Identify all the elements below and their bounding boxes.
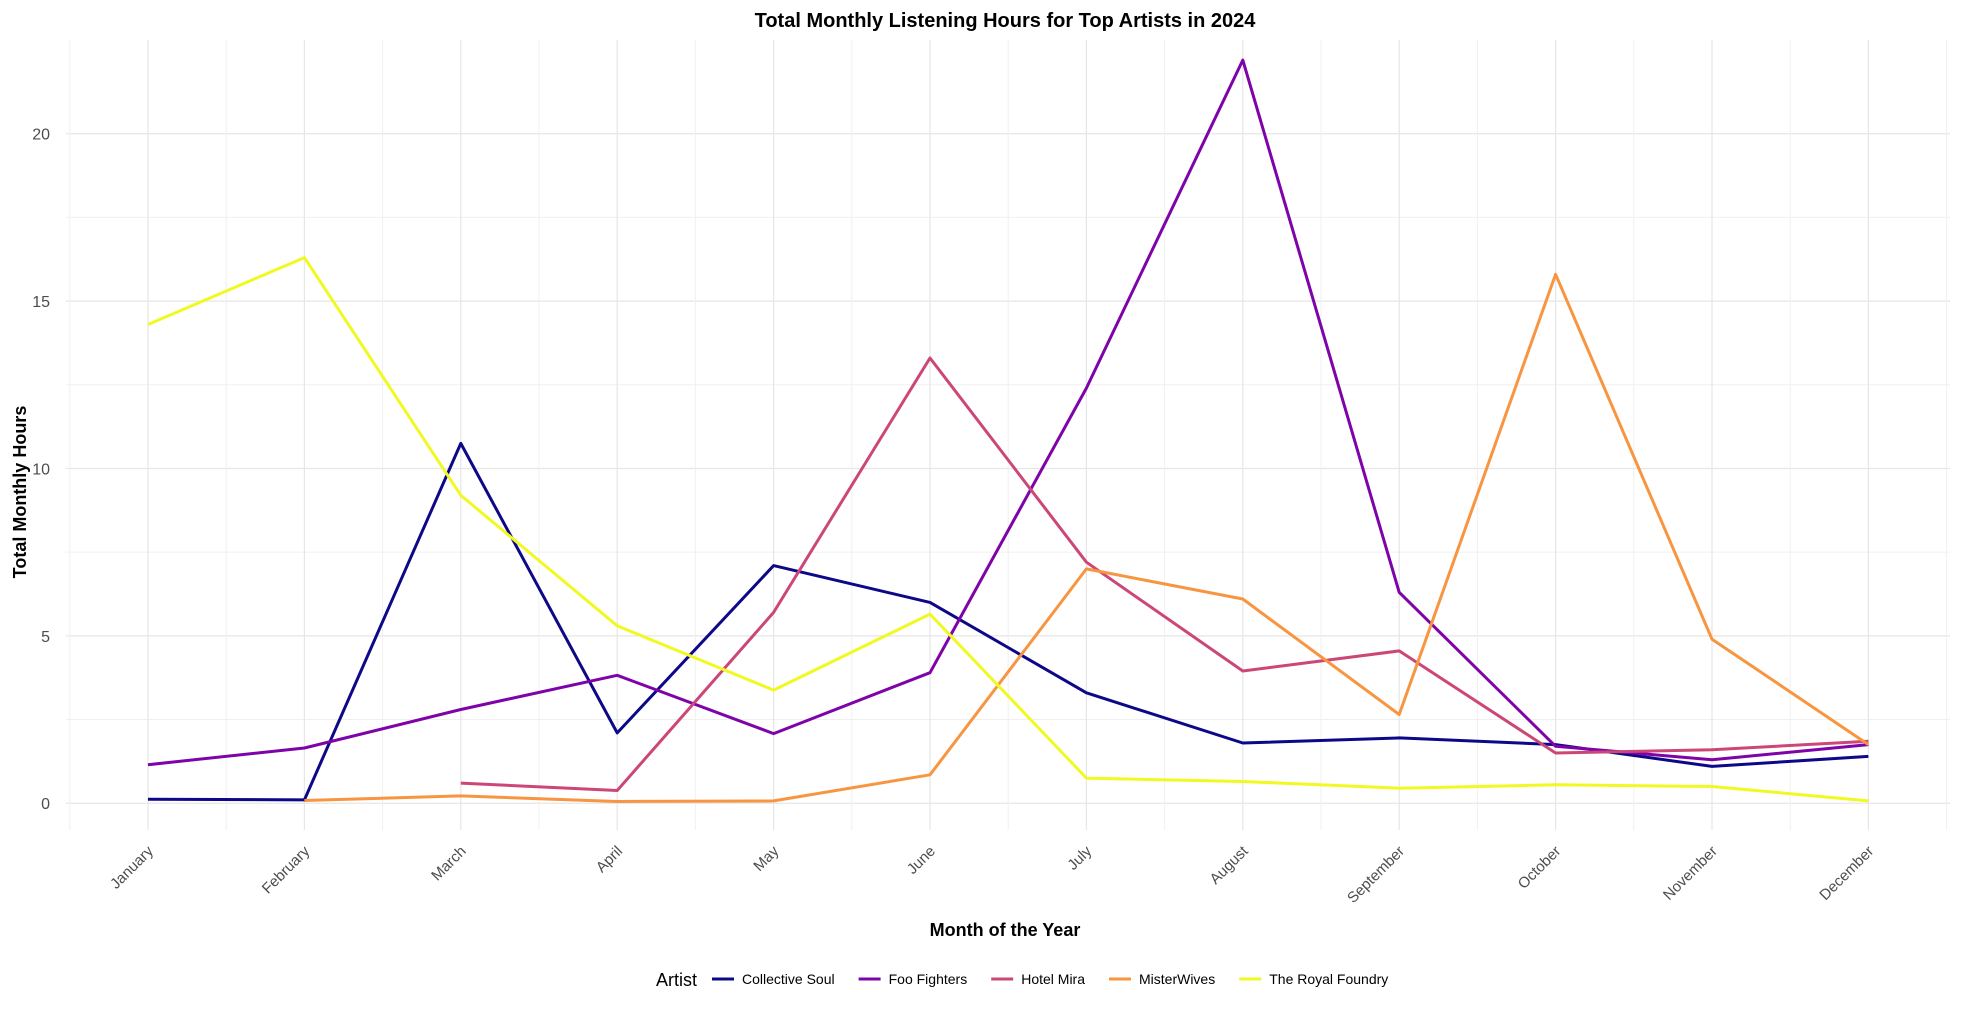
- x-tick-label: June: [904, 843, 939, 878]
- legend-item-label: Collective Soul: [742, 971, 835, 987]
- legend-item-label: Foo Fighters: [889, 971, 968, 987]
- legend-item-label: Hotel Mira: [1021, 971, 1085, 987]
- y-tick-label: 5: [41, 629, 50, 646]
- series-line-hotel-mira: [460, 356, 1869, 792]
- x-tick-label: August: [1207, 842, 1253, 888]
- y-tick-label: 20: [32, 127, 50, 144]
- x-axis-label: Month of the Year: [930, 920, 1081, 940]
- x-tick-label: December: [1816, 843, 1877, 904]
- x-tick-label: May: [750, 842, 782, 874]
- series-line-foo-fighters: [147, 58, 1869, 767]
- y-tick-label: 15: [32, 294, 50, 311]
- legend: Artist Collective Soul Foo Fighters Hotel M…: [656, 970, 1388, 990]
- x-tick-label: November: [1660, 843, 1721, 904]
- y-tick-label: 10: [32, 461, 50, 478]
- series-layer: [147, 58, 1870, 803]
- legend-item-label: The Royal Foundry: [1269, 971, 1388, 987]
- grid-lines: [66, 40, 1950, 830]
- x-tick-label: September: [1344, 843, 1408, 907]
- series-line-the-royal-foundry: [147, 256, 1869, 803]
- legend-item-label: MisterWives: [1139, 971, 1215, 987]
- y-axis-label: Total Monthly Hours: [10, 406, 30, 579]
- x-tick-label: July: [1064, 842, 1095, 873]
- series-line-misterwives: [304, 272, 1870, 803]
- x-tick-label: January: [107, 842, 157, 892]
- chart-title: Total Monthly Listening Hours for Top Ar…: [755, 10, 1257, 32]
- x-tick-label: October: [1515, 843, 1565, 893]
- x-tick-label: March: [428, 843, 469, 884]
- y-tick-label: 0: [41, 796, 50, 813]
- x-tick-label: April: [593, 843, 626, 876]
- legend-title: Artist: [656, 970, 697, 990]
- x-tick-label: February: [259, 842, 314, 897]
